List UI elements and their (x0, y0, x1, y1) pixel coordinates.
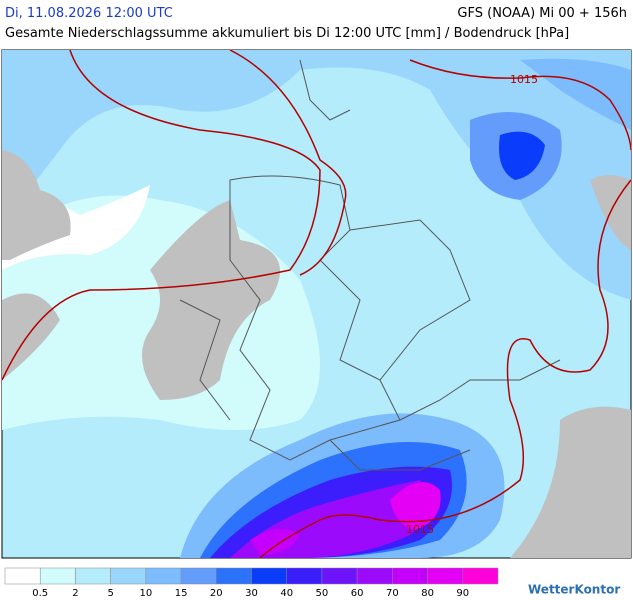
isobar-label: 1015 (510, 73, 538, 86)
borders (179, 59, 561, 471)
legend-swatch (427, 567, 464, 585)
legend-label: 40 (280, 588, 293, 599)
legend-swatch (39, 567, 76, 585)
legend-swatch (462, 567, 499, 585)
legend-swatch (4, 567, 41, 585)
logo-text: WetterKontor (528, 583, 620, 597)
legend-swatch (180, 567, 217, 585)
legend-label: 30 (245, 588, 258, 599)
legend-label: 15 (175, 588, 188, 599)
legend-label: 10 (139, 588, 152, 599)
legend-label: 80 (421, 588, 434, 599)
map-title: Gesamte Niederschlagssumme akkumuliert b… (5, 26, 570, 41)
legend-label: 50 (316, 588, 329, 599)
precip-field (1, 49, 632, 559)
legend-swatch (356, 567, 393, 585)
legend-label: 60 (351, 588, 364, 599)
legend: 0.5 2 5 10 15 20 30 40 50 60 70 80 90 (4, 567, 499, 599)
date-label: Di, 11.08.2026 12:00 UTC (5, 6, 173, 21)
legend-swatch (216, 567, 252, 585)
legend-swatch (321, 567, 358, 585)
legend-swatch (251, 567, 287, 585)
isobar-label: 1015 (406, 523, 434, 536)
legend-label: 70 (386, 588, 399, 599)
legend-swatch (286, 567, 323, 585)
isobars (1, 49, 632, 559)
legend-swatch (392, 567, 428, 585)
legend-label: 5 (107, 588, 113, 599)
legend-swatch (75, 567, 111, 585)
logo: WetterKontor (528, 583, 620, 597)
model-label: GFS (NOAA) Mi 00 + 156h (457, 6, 627, 21)
legend-swatch (145, 567, 182, 585)
legend-swatch (110, 567, 147, 585)
legend-label: 2 (72, 588, 78, 599)
legend-label: 20 (210, 588, 223, 599)
legend-label: 0.5 (32, 588, 48, 599)
legend-label: 90 (456, 588, 469, 599)
